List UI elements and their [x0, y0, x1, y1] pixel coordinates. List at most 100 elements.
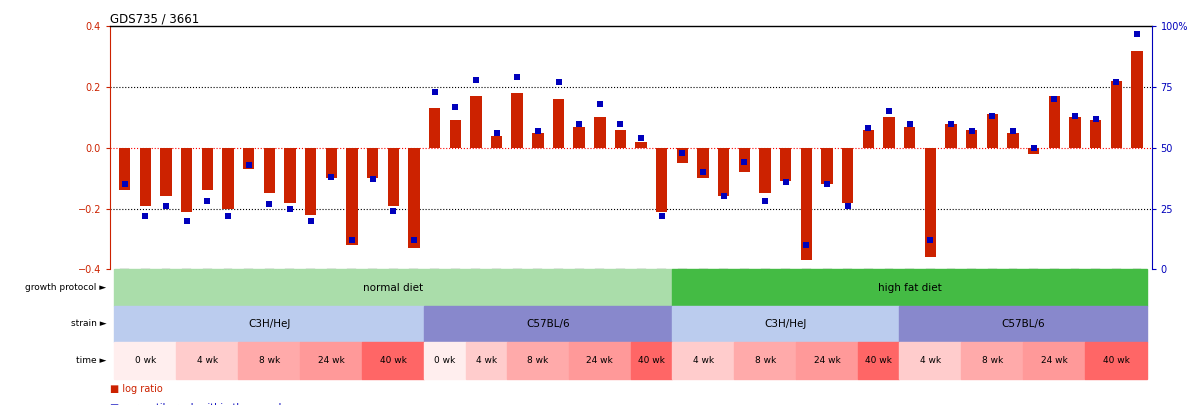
Bar: [569, 342, 631, 379]
Bar: [759, 148, 771, 194]
Point: [673, 149, 692, 156]
Bar: [656, 148, 668, 211]
Bar: [1111, 81, 1122, 148]
Bar: [553, 99, 564, 148]
Bar: [676, 148, 688, 163]
Point: [549, 79, 569, 85]
Bar: [1049, 96, 1061, 148]
Point: [405, 237, 424, 243]
Bar: [1090, 121, 1101, 148]
Text: C3H/HeJ: C3H/HeJ: [765, 319, 807, 329]
Bar: [363, 342, 424, 379]
Bar: [986, 114, 998, 148]
Bar: [899, 306, 1148, 342]
Text: normal diet: normal diet: [363, 283, 424, 292]
Point: [570, 120, 589, 127]
Point: [425, 89, 444, 95]
Point: [239, 162, 259, 168]
Bar: [780, 148, 791, 181]
Bar: [573, 126, 585, 148]
Bar: [114, 342, 176, 379]
Bar: [1069, 117, 1081, 148]
Point: [1065, 113, 1084, 119]
Bar: [673, 342, 734, 379]
Point: [818, 181, 837, 188]
Text: 24 wk: 24 wk: [587, 356, 613, 365]
Bar: [904, 126, 916, 148]
Point: [1107, 79, 1126, 85]
Text: 0 wk: 0 wk: [435, 356, 456, 365]
Point: [467, 77, 486, 83]
Text: strain ►: strain ►: [71, 320, 107, 328]
Bar: [305, 148, 316, 215]
Bar: [1131, 51, 1143, 148]
Point: [715, 193, 734, 200]
Bar: [1008, 133, 1019, 148]
Bar: [243, 148, 254, 169]
Point: [838, 203, 857, 209]
Bar: [863, 130, 874, 148]
Bar: [734, 342, 796, 379]
Bar: [346, 148, 358, 245]
Point: [198, 198, 217, 205]
Point: [859, 125, 879, 132]
Point: [983, 113, 1002, 119]
Point: [177, 217, 196, 224]
Text: 24 wk: 24 wk: [814, 356, 840, 365]
Point: [735, 159, 754, 166]
Bar: [119, 148, 130, 190]
Point: [383, 208, 402, 214]
Bar: [631, 342, 673, 379]
Bar: [366, 148, 378, 178]
Bar: [424, 342, 466, 379]
Point: [880, 108, 899, 115]
Bar: [140, 148, 151, 206]
Bar: [673, 269, 1148, 306]
Bar: [1028, 148, 1039, 154]
Text: C3H/HeJ: C3H/HeJ: [248, 319, 291, 329]
Bar: [326, 148, 336, 178]
Bar: [739, 148, 751, 172]
Text: ■ percentile rank within the sample: ■ percentile rank within the sample: [110, 403, 287, 405]
Bar: [181, 148, 193, 211]
Text: GDS735 / 3661: GDS735 / 3661: [110, 12, 200, 25]
Point: [590, 101, 609, 107]
Point: [342, 237, 361, 243]
Point: [1025, 145, 1044, 151]
Text: C57BL/6: C57BL/6: [527, 319, 570, 329]
Bar: [961, 342, 1023, 379]
Text: 40 wk: 40 wk: [379, 356, 407, 365]
Point: [776, 179, 795, 185]
Bar: [466, 342, 506, 379]
Point: [632, 135, 651, 141]
Bar: [801, 148, 812, 260]
Bar: [506, 342, 569, 379]
Bar: [238, 342, 300, 379]
Text: 4 wk: 4 wk: [919, 356, 941, 365]
Point: [300, 217, 320, 224]
Bar: [511, 93, 523, 148]
Text: ■ log ratio: ■ log ratio: [110, 384, 163, 394]
Bar: [1086, 342, 1148, 379]
Text: high fat diet: high fat diet: [877, 283, 942, 292]
Point: [445, 103, 464, 110]
Point: [135, 213, 154, 219]
Text: 8 wk: 8 wk: [982, 356, 1003, 365]
Text: 4 wk: 4 wk: [475, 356, 497, 365]
Bar: [263, 148, 275, 194]
Point: [1045, 96, 1064, 102]
Bar: [673, 306, 899, 342]
Point: [1128, 30, 1147, 37]
Text: 8 wk: 8 wk: [259, 356, 280, 365]
Bar: [223, 148, 233, 209]
Text: 4 wk: 4 wk: [693, 356, 713, 365]
Point: [280, 205, 299, 212]
Text: 40 wk: 40 wk: [1102, 356, 1130, 365]
Point: [1086, 115, 1105, 122]
Bar: [429, 108, 440, 148]
Bar: [1023, 342, 1086, 379]
Point: [900, 120, 919, 127]
Point: [363, 176, 382, 183]
Bar: [408, 148, 419, 248]
Bar: [925, 148, 936, 257]
